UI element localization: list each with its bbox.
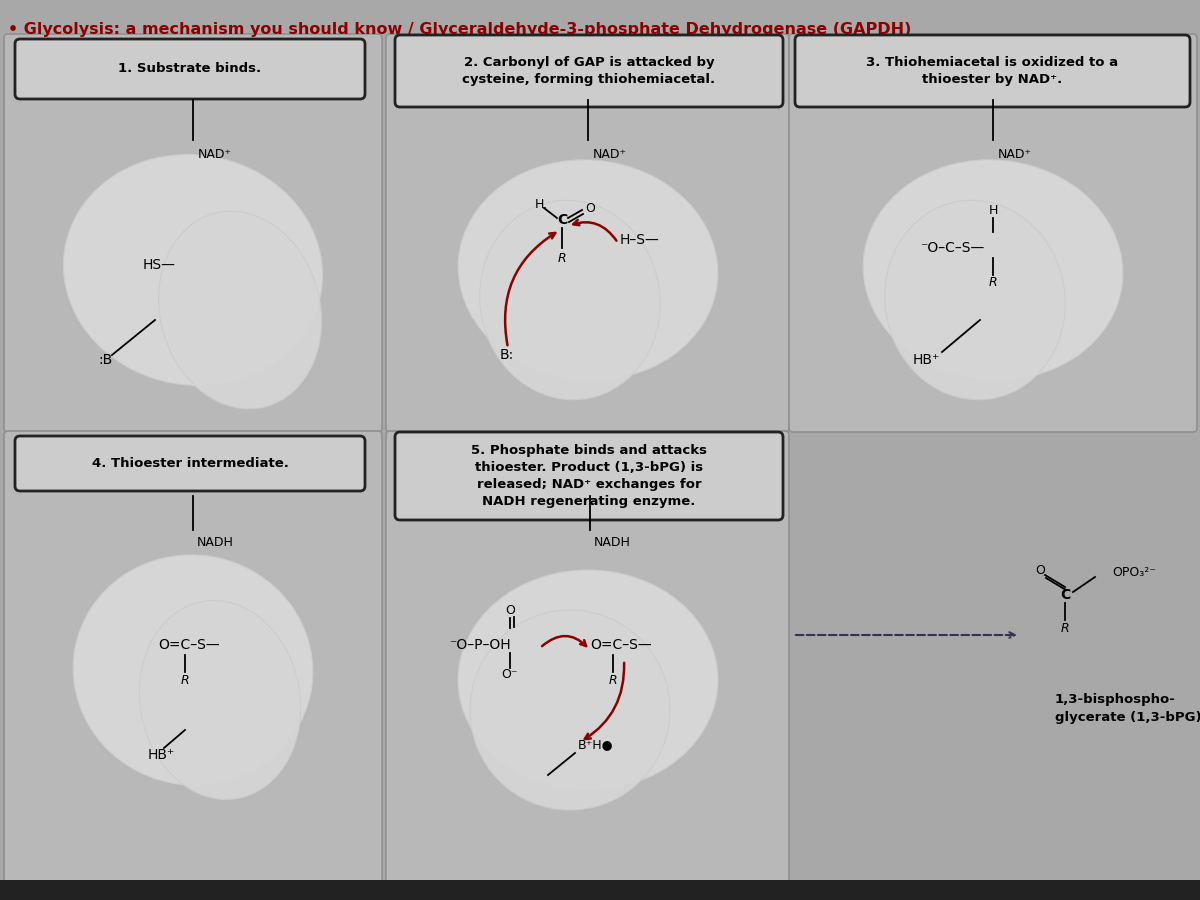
Text: 1,3-bisphospho-: 1,3-bisphospho- <box>1055 694 1176 706</box>
Text: 1. Substrate binds.: 1. Substrate binds. <box>119 62 262 76</box>
Text: O: O <box>505 604 515 617</box>
Ellipse shape <box>863 160 1123 380</box>
Ellipse shape <box>884 201 1066 400</box>
FancyBboxPatch shape <box>395 35 784 107</box>
FancyBboxPatch shape <box>386 34 790 432</box>
Ellipse shape <box>139 600 301 799</box>
Text: NAD⁺: NAD⁺ <box>198 148 232 161</box>
Text: HS—: HS— <box>142 258 175 272</box>
Text: R: R <box>1061 623 1069 635</box>
Text: H: H <box>989 203 997 217</box>
Text: 3: 3 <box>502 169 674 411</box>
Text: H.: H. <box>535 199 548 212</box>
Ellipse shape <box>480 201 660 400</box>
Text: R: R <box>558 251 566 265</box>
Text: C: C <box>1060 588 1070 602</box>
Text: ⁻O–P–OH: ⁻O–P–OH <box>449 638 511 652</box>
Text: HB⁺: HB⁺ <box>913 353 940 367</box>
Text: B⁺H●: B⁺H● <box>578 739 613 752</box>
Text: O=C–S—: O=C–S— <box>590 638 652 652</box>
Text: 5. Phosphate binds and attacks
thioester. Product (1,3-bPG) is
released; NAD⁺ ex: 5. Phosphate binds and attacks thioester… <box>470 444 707 508</box>
FancyBboxPatch shape <box>14 39 365 99</box>
Ellipse shape <box>458 160 718 380</box>
Ellipse shape <box>64 155 323 385</box>
Text: H–S—: H–S— <box>620 233 660 247</box>
FancyBboxPatch shape <box>386 431 790 889</box>
Text: NADH: NADH <box>197 536 234 550</box>
Text: • Glycolysis: a mechanism you should know / Glyceraldehyde-3-phosphate Dehydroge: • Glycolysis: a mechanism you should kno… <box>8 22 911 37</box>
Text: 2. Carbonyl of GAP is attacked by
cysteine, forming thiohemiacetal.: 2. Carbonyl of GAP is attacked by cystei… <box>462 56 715 86</box>
Text: 3: 3 <box>108 559 282 801</box>
Text: 3. Thiohemiacetal is oxidized to a
thioester by NAD⁺.: 3. Thiohemiacetal is oxidized to a thioe… <box>866 56 1118 86</box>
Text: :B: :B <box>98 353 113 367</box>
Text: 4. Thioester intermediate.: 4. Thioester intermediate. <box>91 457 288 470</box>
FancyBboxPatch shape <box>395 432 784 520</box>
Text: 5: 5 <box>502 559 674 801</box>
FancyBboxPatch shape <box>4 431 382 889</box>
FancyBboxPatch shape <box>4 34 382 432</box>
Text: HB⁺: HB⁺ <box>148 748 175 762</box>
FancyBboxPatch shape <box>796 35 1190 107</box>
Text: OPO₃²⁻: OPO₃²⁻ <box>1112 566 1156 580</box>
Text: NAD⁺: NAD⁺ <box>593 148 628 161</box>
Text: O: O <box>1036 563 1045 577</box>
Text: R: R <box>989 276 997 290</box>
Text: R: R <box>608 674 617 688</box>
Text: O⁻: O⁻ <box>502 669 518 681</box>
Text: NAD⁺: NAD⁺ <box>998 148 1032 161</box>
Text: NADH: NADH <box>594 536 630 550</box>
FancyBboxPatch shape <box>790 34 1198 432</box>
Ellipse shape <box>158 212 322 409</box>
Text: ⁻O–C–S—: ⁻O–C–S— <box>920 241 984 255</box>
Text: B:: B: <box>500 348 515 362</box>
Text: C: C <box>557 213 568 227</box>
Text: 2: 2 <box>108 169 282 411</box>
Text: O: O <box>586 202 595 214</box>
Text: R: R <box>181 674 190 688</box>
Ellipse shape <box>470 610 670 810</box>
Bar <box>0 880 1200 900</box>
Ellipse shape <box>73 554 313 785</box>
FancyBboxPatch shape <box>14 436 365 491</box>
Ellipse shape <box>458 570 718 790</box>
Text: O=C–S—: O=C–S— <box>158 638 220 652</box>
Text: glycerate (1,3-bPG): glycerate (1,3-bPG) <box>1055 712 1200 724</box>
